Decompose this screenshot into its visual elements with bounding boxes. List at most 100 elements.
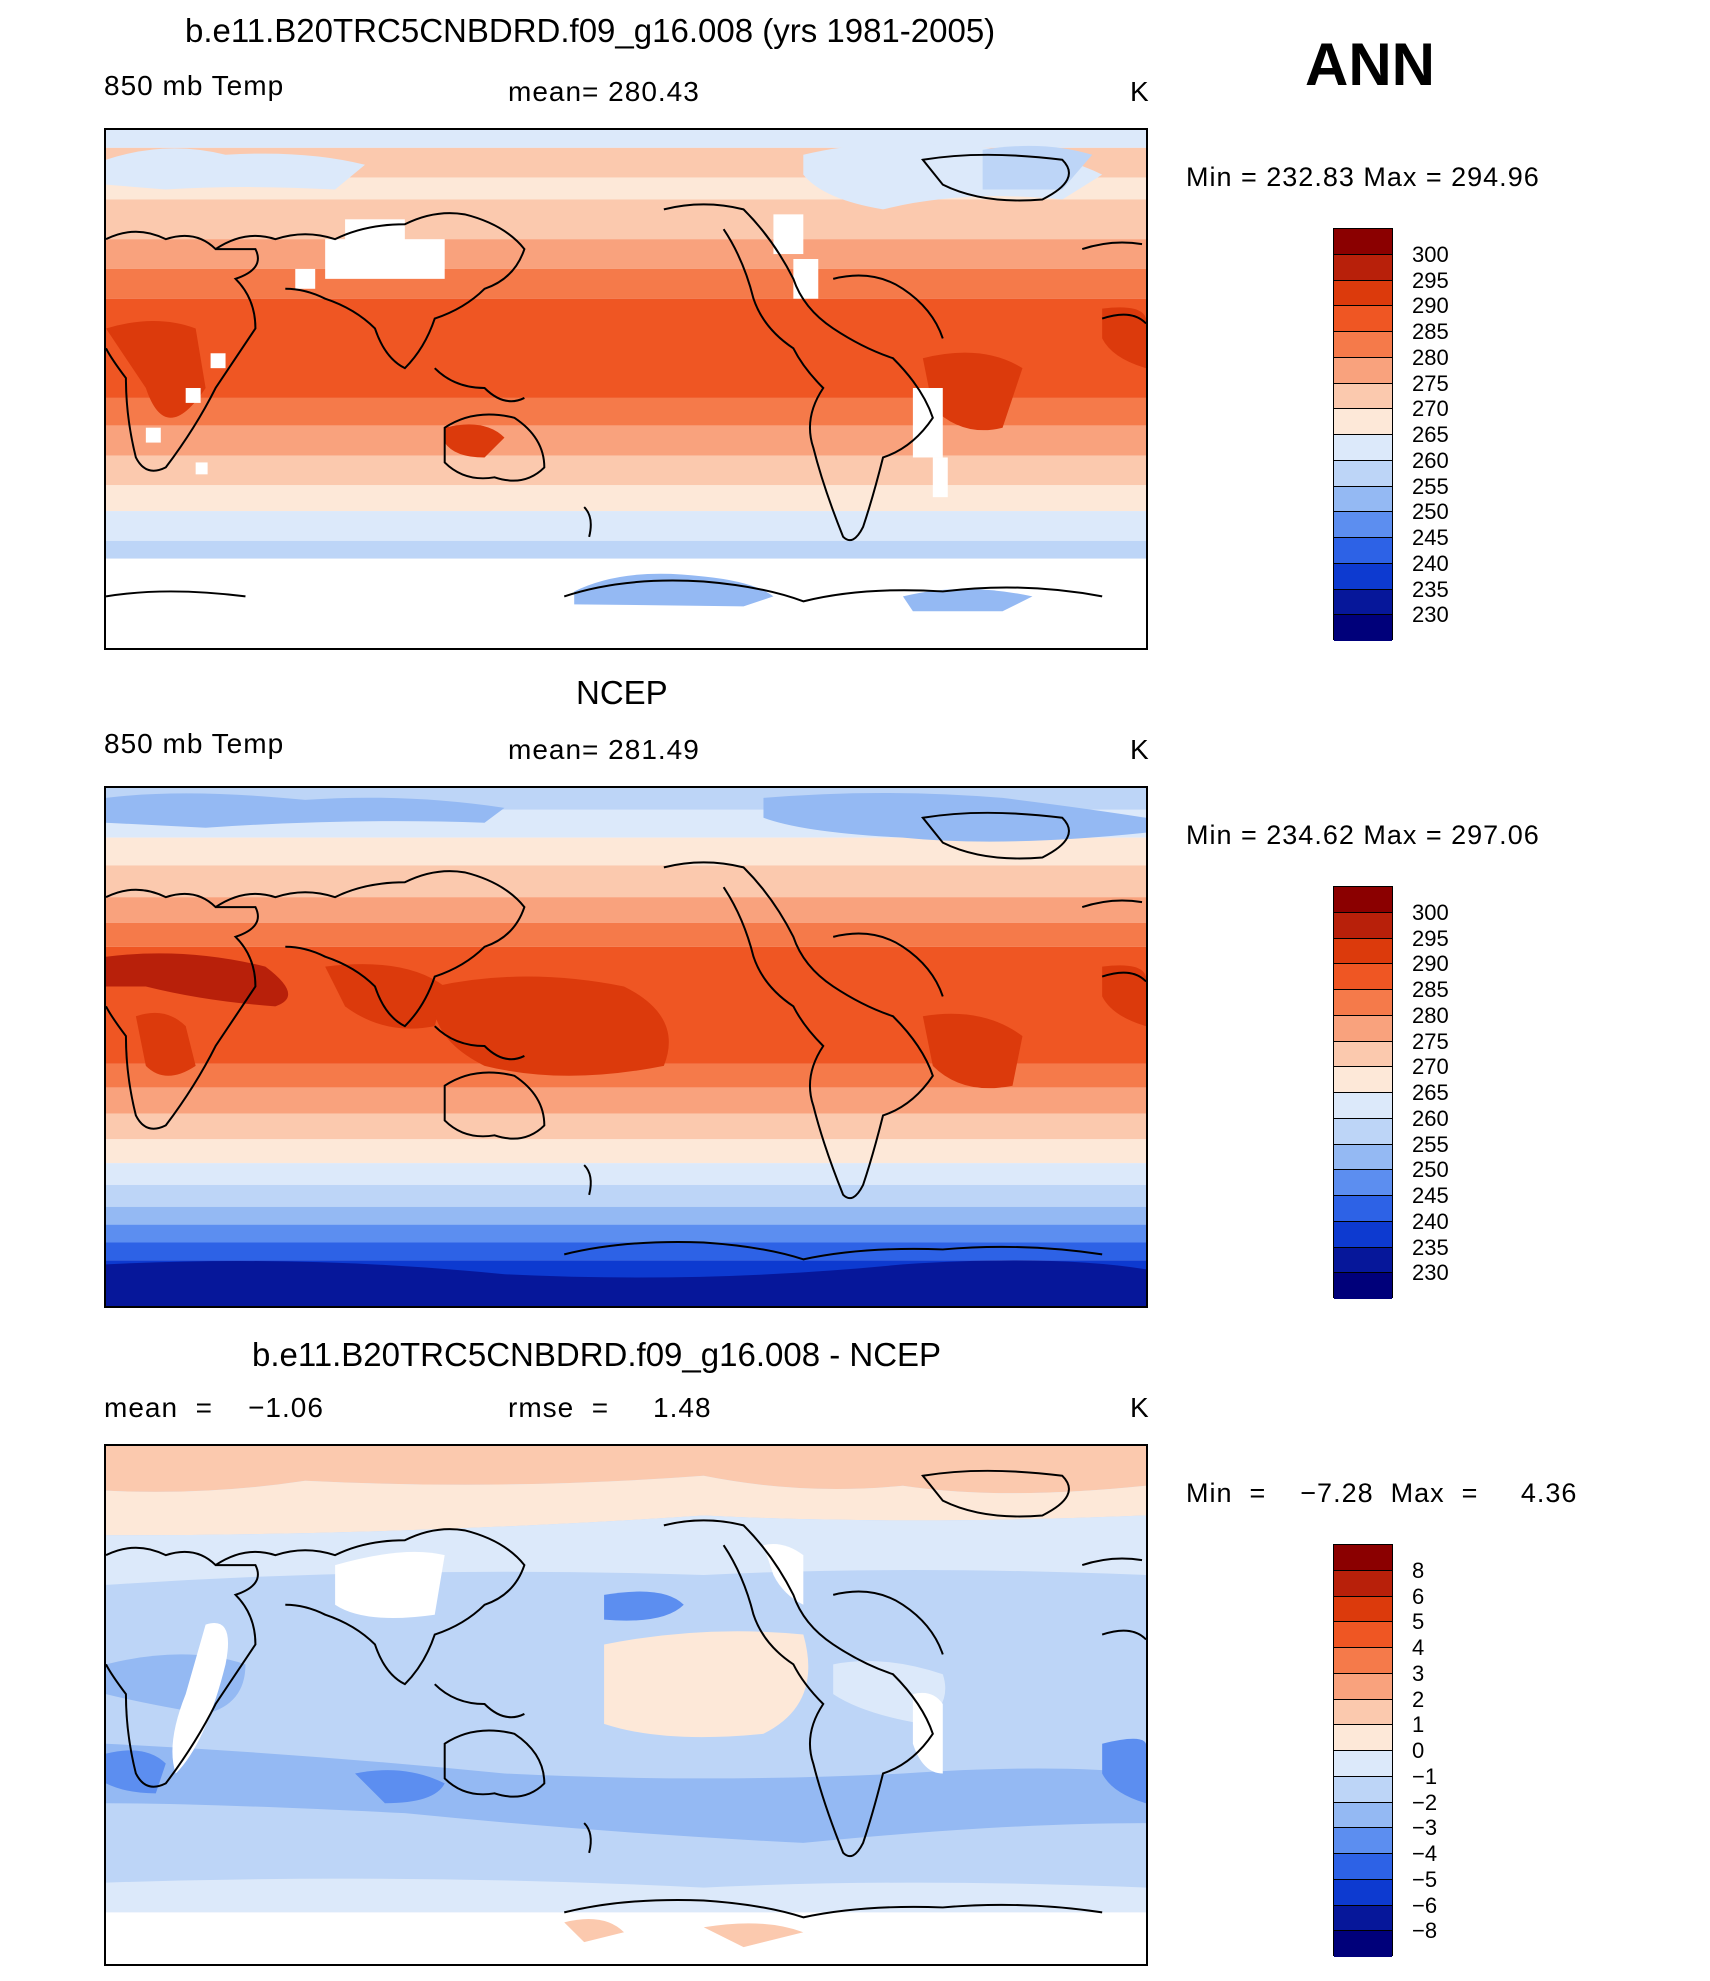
panel2-colorbar-tick: 240 <box>1412 1209 1449 1234</box>
panel1-colorbar-swatch <box>1334 409 1392 435</box>
panel2-colorbar-tick: 295 <box>1412 926 1449 951</box>
panel3-colorbar-swatch <box>1334 1622 1392 1648</box>
panel3-rmse-label: rmse = 1.48 <box>508 1392 712 1423</box>
panel3-colorbar <box>1333 1544 1393 1957</box>
panel2-colorbar-swatch <box>1334 1015 1392 1042</box>
panel1-colorbar-swatch <box>1334 563 1392 590</box>
panel1-title: b.e11.B20TRC5CNBDRD.f09_g16.008 (yrs 198… <box>185 12 996 49</box>
panel3-colorbar-tick: 4 <box>1412 1635 1425 1660</box>
panel1-coastlines <box>106 153 1146 603</box>
panel1-colorbar-tick: 290 <box>1412 293 1449 318</box>
panel3-colorbar-tick: −4 <box>1412 1841 1438 1866</box>
panel2-left-label: 850 mb Temp <box>104 728 285 759</box>
panel2-colorbar-tick: 260 <box>1412 1106 1449 1131</box>
panel2-colorbar-swatch <box>1334 912 1392 939</box>
panel1-temperature-bands <box>106 130 1146 648</box>
panel2-coastlines <box>106 811 1146 1261</box>
panel1-colorbar-swatch <box>1334 306 1392 332</box>
panel3-map <box>104 1444 1148 1966</box>
panel1-colorbar-tick: 300 <box>1412 242 1449 267</box>
panel1-colorbar-swatch <box>1334 229 1392 255</box>
panel2-colorbar-tick: 265 <box>1412 1080 1449 1105</box>
panel3-title: b.e11.B20TRC5CNBDRD.f09_g16.008 - NCEP <box>252 1336 942 1373</box>
panel3-map-svg <box>106 1446 1146 1964</box>
panel3-colorbar-tick: 6 <box>1412 1584 1425 1609</box>
panel1-colorbar-tick: 250 <box>1412 499 1449 524</box>
panel2-title: NCEP <box>576 674 668 711</box>
panel3-colorbar-swatch <box>1334 1931 1392 1957</box>
panel3-colorbar-swatch <box>1334 1828 1392 1854</box>
panel3-colorbar-swatch <box>1334 1879 1392 1906</box>
panel2-colorbar-tick: 255 <box>1412 1132 1449 1157</box>
panel1-colorbar-tick: 295 <box>1412 268 1449 293</box>
panel3-colorbar-tick: −2 <box>1412 1790 1438 1815</box>
panel1-colorbar-swatch <box>1334 512 1392 538</box>
panel1-colorbar-tick: 260 <box>1412 448 1449 473</box>
panel2-colorbar-swatch <box>1334 964 1392 990</box>
panel2-colorbar-swatch <box>1334 1118 1392 1145</box>
panel3-colorbar-tick: −1 <box>1412 1764 1438 1789</box>
panel2-colorbar-tick: 275 <box>1412 1029 1449 1054</box>
panel1-colorbar-tick: 280 <box>1412 345 1449 370</box>
panel2-units: K <box>1130 734 1150 765</box>
panel2-colorbar-swatch <box>1334 1041 1392 1068</box>
panel3-mean-label: mean = −1.06 <box>104 1392 324 1423</box>
panel2-colorbar-swatch <box>1334 1196 1392 1222</box>
panel3-colorbar-tick: −3 <box>1412 1815 1438 1840</box>
panel2-mean-label: mean= 281.49 <box>508 734 700 765</box>
panel2-colorbar-swatch <box>1334 1221 1392 1248</box>
panel3-colorbar-swatch <box>1334 1596 1392 1623</box>
panel2-colorbar-tick: 300 <box>1412 900 1449 925</box>
panel3-colorbar-swatch <box>1334 1699 1392 1726</box>
panel3-minmax: Min = −7.28 Max = 4.36 <box>1186 1478 1578 1508</box>
panel2-colorbar-swatch <box>1334 1170 1392 1196</box>
panel1-colorbar-swatch <box>1334 357 1392 384</box>
panel3-colorbar-tick: 3 <box>1412 1661 1425 1686</box>
panel2-colorbar-swatch <box>1334 1144 1392 1171</box>
panel1-colorbar-tick: 235 <box>1412 577 1449 602</box>
season-label: ANN <box>1305 31 1435 98</box>
panel2-colorbar-tick: 230 <box>1412 1260 1449 1285</box>
panel1-map <box>104 128 1148 650</box>
panel3-units: K <box>1130 1392 1150 1423</box>
panel1-colorbar-tick: 275 <box>1412 371 1449 396</box>
panel3-colorbar-swatch <box>1334 1854 1392 1880</box>
panel2-colorbar <box>1333 886 1393 1299</box>
panel3-colorbar-tick: 1 <box>1412 1712 1425 1737</box>
panel2-minmax: Min = 234.62 Max = 297.06 <box>1186 820 1540 850</box>
panel1-colorbar-swatch <box>1334 460 1392 487</box>
panel2-colorbar-tick: 285 <box>1412 977 1449 1002</box>
panel2-colorbar-swatch <box>1334 1093 1392 1119</box>
panel3-coastlines <box>106 1469 1146 1919</box>
panel2-colorbar-tick: 270 <box>1412 1054 1449 1079</box>
panel3-colorbar-swatch <box>1334 1776 1392 1803</box>
panel3-colorbar-swatch <box>1334 1673 1392 1700</box>
panel3-difference-bands <box>106 1446 1146 1964</box>
panel2-colorbar-swatch <box>1334 938 1392 965</box>
panel1-colorbar-swatch <box>1334 383 1392 410</box>
panel3-colorbar-tick: 2 <box>1412 1687 1425 1712</box>
panel1-colorbar-tick: 285 <box>1412 319 1449 344</box>
panel1-colorbar-tick: 245 <box>1412 525 1449 550</box>
panel1-units: K <box>1130 76 1150 107</box>
panel1-colorbar-swatch <box>1334 332 1392 358</box>
panel2-colorbar-tick: 250 <box>1412 1157 1449 1182</box>
panel1-colorbar-swatch <box>1334 254 1392 281</box>
panel2-colorbar-swatch <box>1334 1273 1392 1299</box>
panel3-colorbar-swatch <box>1334 1802 1392 1829</box>
panel2-colorbar-swatch <box>1334 1247 1392 1274</box>
panel1-colorbar-swatch <box>1334 589 1392 616</box>
panel3-colorbar-swatch <box>1334 1725 1392 1751</box>
panel3-colorbar-tick: −6 <box>1412 1893 1438 1918</box>
panel1-colorbar-swatch <box>1334 615 1392 641</box>
panel2-colorbar-tick: 235 <box>1412 1235 1449 1260</box>
panel3-colorbar-swatch <box>1334 1905 1392 1932</box>
panel1-colorbar-swatch <box>1334 280 1392 307</box>
panel3-colorbar-swatch <box>1334 1751 1392 1777</box>
panel1-colorbar-swatch <box>1334 486 1392 513</box>
panel1-minmax: Min = 232.83 Max = 294.96 <box>1186 162 1540 192</box>
panel2-colorbar-swatch <box>1334 887 1392 913</box>
panel1-colorbar-tick: 230 <box>1412 602 1449 627</box>
panel2-colorbar-tick: 280 <box>1412 1003 1449 1028</box>
panel1-map-svg <box>106 130 1146 648</box>
